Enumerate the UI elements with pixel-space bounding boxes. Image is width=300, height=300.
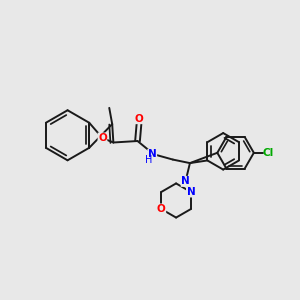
Text: N: N xyxy=(187,187,195,197)
Text: Cl: Cl xyxy=(262,148,273,158)
Text: N: N xyxy=(181,176,190,186)
Text: O: O xyxy=(135,114,143,124)
Text: N: N xyxy=(148,149,157,159)
Text: O: O xyxy=(98,133,107,143)
Text: O: O xyxy=(157,204,166,214)
Text: H: H xyxy=(145,154,152,165)
